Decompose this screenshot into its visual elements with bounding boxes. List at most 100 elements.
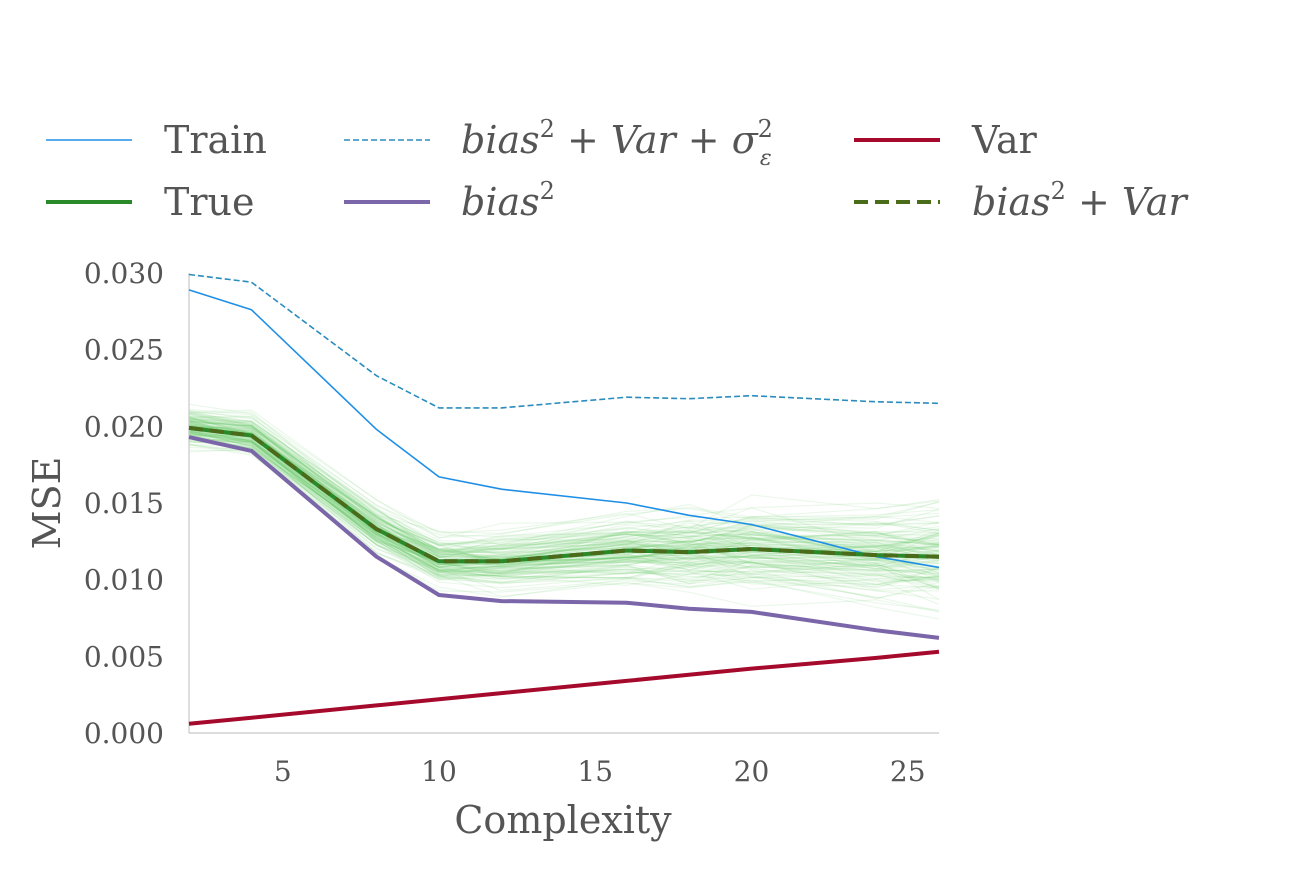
legend-label: bias2 + Var + σ2 ε [461,115,773,171]
x-axis-label: Complexity [454,798,672,842]
realization-line [188,439,940,601]
realization-line [188,417,940,551]
legend-label: bias2 [461,177,555,224]
y-axis-label: MSE [25,457,69,550]
realization-line [188,412,940,545]
realization-line [188,418,940,547]
realization-line [188,428,940,576]
realization-line [188,431,940,578]
realization-line [188,421,940,556]
realization-line [188,425,940,575]
y-tick-label: 0.010 [84,564,164,597]
legend: Train bias2 + Var + σ2 ε Var True bias2 bias2 … [46,115,1190,224]
x-tick-label: 20 [734,755,770,788]
realization-line [188,410,940,546]
realization-line [188,437,940,589]
realization-line [188,429,940,588]
series-line-total [188,273,940,409]
realization-line [188,449,940,600]
realization-line [188,418,940,559]
realization-line [188,421,940,558]
series-lines [188,273,940,726]
realization-line [188,436,940,583]
series-line-bias2 [188,435,940,640]
realization-line [188,420,940,555]
realization-line [188,419,940,567]
realization-line [188,422,940,560]
realization-line [188,403,940,539]
realization-line [188,421,940,554]
realization-line [188,435,940,600]
realization-line [188,429,940,575]
realization-line [188,440,940,580]
legend-item-true: True [46,180,254,224]
realization-line [188,434,940,586]
realization-line [188,425,940,556]
realization-line [188,438,940,588]
realization-line [188,433,940,575]
realization-line [188,436,940,588]
x-tick-label: 10 [421,755,457,788]
realization-line [188,417,940,554]
series-line-true [188,425,940,564]
realization-line [188,412,940,545]
realization-line [188,433,940,590]
realization-line [188,409,940,534]
legend-label: Train [164,118,267,162]
x-tick-label: 15 [577,755,613,788]
realization-line [188,425,940,581]
realization-line [188,420,940,557]
legend-label: Var [971,118,1038,162]
realization-line [188,432,940,591]
realization-line [188,411,940,556]
realization-line [188,411,940,546]
legend-item-total: bias2 + Var + σ2 ε [344,115,773,171]
legend-item-bias2_var: bias2 + Var [854,177,1190,224]
realization-line [188,444,940,583]
realization-line [188,430,940,574]
realization-line [188,414,940,550]
y-tick-label: 0.020 [84,410,164,443]
realization-line [188,438,940,585]
realization-line [188,417,940,554]
realization-line [188,409,940,553]
realization-line [188,416,940,555]
realization-line [188,439,940,575]
legend-item-train: Train [46,118,267,162]
realization-line [188,416,940,548]
realization-line [188,440,940,605]
realization-line [188,435,940,578]
realization-line [188,425,940,557]
realization-line [188,430,940,571]
legend-label: True [164,180,254,224]
realization-line [188,414,940,559]
realization-line [188,429,940,574]
y-tick-label: 0.005 [84,640,164,673]
realization-line [188,444,940,582]
realization-line [188,421,940,561]
legend-item-var: Var [854,118,1038,162]
realization-line [188,420,940,561]
legend-label: bias2 + Var [972,177,1190,224]
series-line-var [188,649,940,726]
y-tick-label: 0.025 [84,334,164,367]
y-tick-label: 0.015 [84,487,164,520]
legend-item-bias2: bias2 [344,177,555,224]
realization-line [188,429,940,572]
y-tick-label: 0.000 [84,717,164,750]
realization-line [188,417,940,551]
realization-line [188,430,940,580]
realization-line [188,424,940,567]
realization-line [188,420,940,559]
realization-line [188,412,940,551]
realization-line [188,431,940,574]
realization-line [188,444,940,611]
axes: 0.000 0.005 0.010 0.015 0.020 0.025 0.030 5 10 15… [84,257,939,788]
realization-line [188,424,940,553]
realization-line [188,435,940,575]
realization-band [188,403,940,620]
realization-line [188,437,940,590]
realization-line [188,426,940,562]
realization-line [188,437,940,590]
